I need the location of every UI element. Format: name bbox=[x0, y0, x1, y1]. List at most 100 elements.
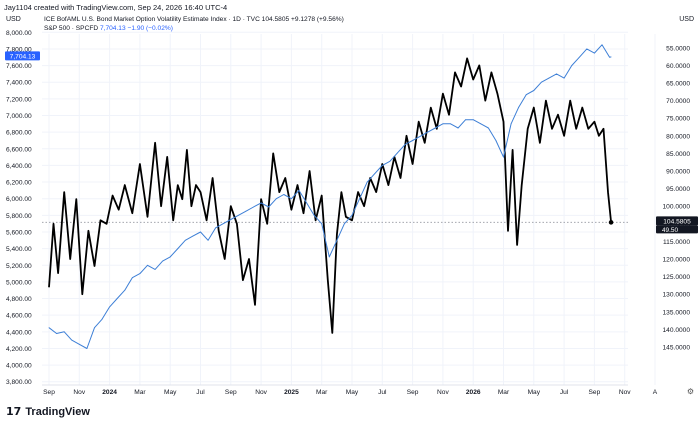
left-axis-tick-label: 5,800.00 bbox=[6, 213, 32, 220]
move-data-point bbox=[357, 191, 359, 193]
move-extra-label: 49.50 bbox=[662, 227, 678, 234]
move-data-point bbox=[594, 121, 595, 123]
move-data-point bbox=[527, 128, 529, 130]
right-axis-tick-label: 55.0000 bbox=[666, 45, 690, 52]
spx-line bbox=[48, 44, 612, 349]
x-axis-tick-label: Jul bbox=[196, 389, 205, 396]
spx-data-point bbox=[230, 219, 232, 220]
move-data-point bbox=[186, 149, 188, 151]
spx-price-label: 7,704.13 bbox=[10, 53, 36, 60]
move-data-point bbox=[75, 198, 77, 200]
left-axis-tick-label: 6,000.00 bbox=[6, 196, 32, 203]
left-axis-tick-label: 4,600.00 bbox=[6, 313, 32, 320]
spx-data-point bbox=[518, 106, 520, 108]
tradingview-footer[interactable]: 17 TradingView bbox=[6, 405, 90, 418]
spx-data-point bbox=[245, 210, 247, 212]
x-axis-tick-label: May bbox=[346, 389, 359, 396]
left-axis-tick-label: 4,200.00 bbox=[6, 346, 32, 353]
move-data-point bbox=[603, 128, 604, 130]
move-data-point bbox=[351, 219, 353, 221]
spx-data-point bbox=[154, 269, 156, 270]
move-data-point bbox=[587, 128, 589, 130]
move-data-point bbox=[340, 191, 342, 193]
move-data-point bbox=[254, 304, 256, 306]
move-data-point bbox=[454, 72, 456, 73]
move-data-point bbox=[516, 244, 518, 246]
move-data-point bbox=[177, 184, 179, 186]
move-data-point bbox=[478, 65, 480, 66]
legend-primary-series[interactable]: ICE BofAML U.S. Bond Market Option Volat… bbox=[44, 16, 344, 23]
move-data-point bbox=[490, 72, 492, 73]
spx-data-point bbox=[351, 214, 353, 216]
left-axis-tick-label: 5,400.00 bbox=[6, 246, 32, 253]
move-data-point bbox=[533, 107, 535, 109]
move-data-point bbox=[230, 205, 232, 207]
spx-data-point bbox=[268, 206, 270, 208]
x-axis-tick-label: 2026 bbox=[466, 389, 481, 396]
move-data-point bbox=[200, 191, 201, 193]
spx-data-point bbox=[427, 131, 429, 133]
spx-data-point bbox=[139, 273, 141, 274]
legend-secondary-series[interactable]: S&P 500 · SPCFD 7,704.13 −1.90 (−0.02%) bbox=[44, 25, 173, 32]
spx-data-point bbox=[177, 248, 179, 250]
move-data-point bbox=[272, 153, 274, 154]
right-axis-tick-label: 100.0000 bbox=[662, 204, 690, 211]
move-data-point bbox=[94, 265, 95, 267]
move-data-point bbox=[81, 293, 83, 295]
legend-secondary-name: S&P 500 · SPCFD bbox=[44, 25, 99, 32]
x-axis-tick-label: May bbox=[164, 389, 177, 396]
move-data-point bbox=[381, 163, 383, 165]
settings-gear-icon[interactable]: ⚙ bbox=[686, 387, 694, 396]
move-data-point bbox=[172, 219, 174, 221]
move-data-point bbox=[575, 128, 577, 130]
spx-data-point bbox=[442, 123, 444, 125]
move-data-point bbox=[598, 135, 600, 137]
move-data-point bbox=[212, 177, 214, 179]
move-data-point bbox=[166, 156, 168, 158]
move-data-point bbox=[278, 191, 280, 193]
left-axis-tick-label: 7,800.00 bbox=[6, 46, 32, 53]
move-data-point bbox=[581, 107, 583, 109]
move-data-point bbox=[112, 195, 114, 197]
spx-data-point bbox=[381, 165, 383, 166]
move-price-label-box bbox=[656, 216, 698, 226]
right-axis-tick-label: 90.0000 bbox=[666, 169, 690, 176]
spx-data-point bbox=[306, 202, 307, 204]
right-axis-tick-label: 120.0000 bbox=[662, 257, 690, 264]
move-data-point bbox=[242, 279, 244, 281]
move-data-point bbox=[124, 184, 126, 186]
spx-data-point bbox=[86, 348, 88, 349]
spx-data-point bbox=[419, 135, 421, 137]
move-data-point bbox=[512, 149, 513, 151]
move-data-point bbox=[436, 128, 438, 130]
legend-secondary-values: 7,704.13 −1.90 (−0.02%) bbox=[99, 25, 173, 32]
move-data-point bbox=[118, 209, 120, 211]
left-axis-tick-label: 7,200.00 bbox=[6, 96, 32, 103]
spx-data-point bbox=[56, 333, 57, 334]
x-axis-tick-label: A bbox=[653, 389, 658, 396]
spx-data-point bbox=[594, 52, 595, 54]
move-data-point bbox=[48, 286, 50, 288]
move-data-point bbox=[106, 223, 107, 225]
x-axis-tick-label: Nov bbox=[437, 389, 449, 396]
move-data-point bbox=[260, 198, 262, 200]
move-data-point bbox=[331, 332, 333, 334]
spx-data-point bbox=[601, 44, 603, 46]
move-data-point bbox=[336, 233, 338, 235]
move-data-point bbox=[69, 258, 71, 260]
spx-data-point bbox=[359, 198, 360, 200]
move-data-point bbox=[569, 100, 571, 101]
move-data-point bbox=[539, 142, 541, 144]
move-price-label: 104.5805 bbox=[663, 218, 691, 225]
spx-data-point bbox=[200, 231, 201, 233]
x-axis-tick-label: Sep bbox=[407, 389, 419, 396]
spx-data-point bbox=[109, 306, 110, 308]
spx-data-point bbox=[503, 156, 504, 158]
right-axis-tick-label: 135.0000 bbox=[662, 309, 690, 316]
x-axis-tick-label: Jul bbox=[378, 389, 387, 396]
move-data-point bbox=[284, 177, 286, 179]
spx-data-point bbox=[610, 56, 612, 58]
spx-data-point bbox=[540, 81, 542, 83]
spx-data-point bbox=[571, 65, 573, 66]
